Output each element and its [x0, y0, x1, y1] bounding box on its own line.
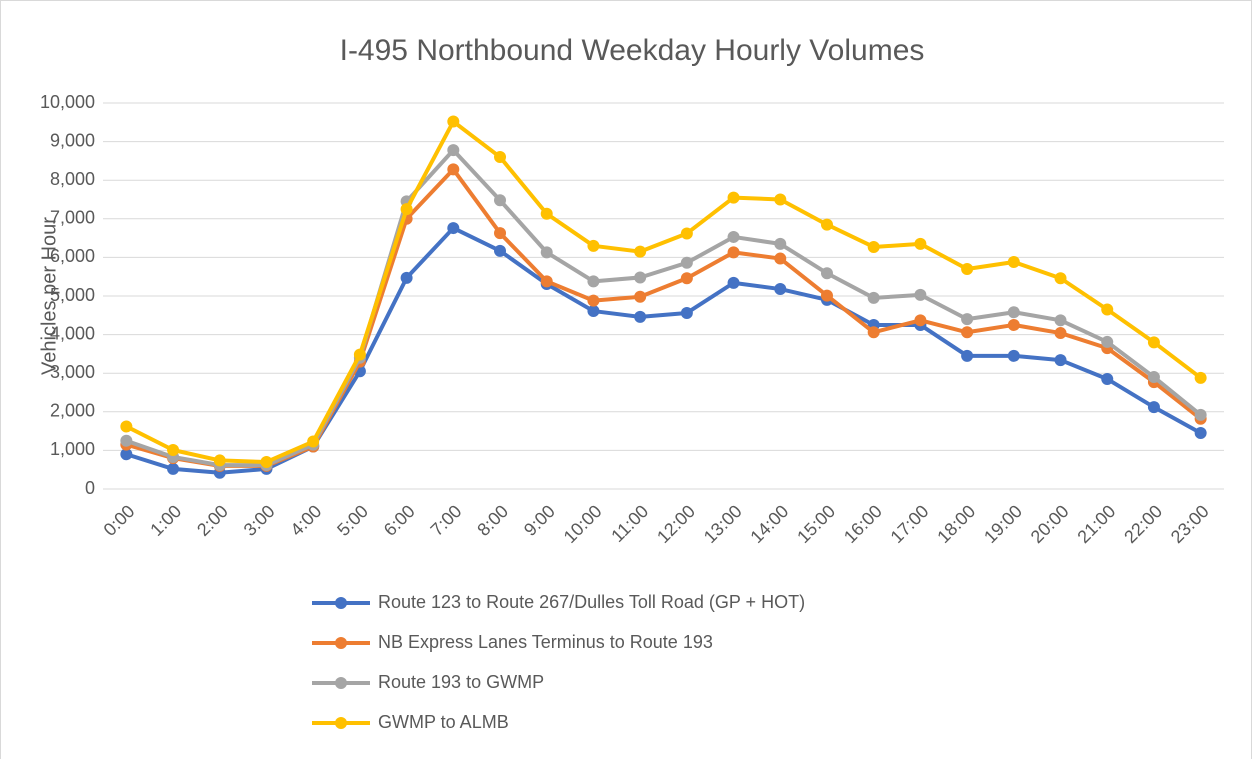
y-tick-label: 6,000 — [50, 246, 95, 266]
marker — [1007, 256, 1020, 269]
marker — [914, 237, 927, 250]
y-tick-label: 9,000 — [50, 130, 95, 150]
marker — [634, 245, 647, 258]
y-tick-label: 7,000 — [50, 208, 95, 228]
marker — [1101, 303, 1114, 316]
marker — [1007, 349, 1020, 362]
marker — [307, 435, 320, 448]
marker — [1101, 335, 1114, 348]
marker — [1194, 427, 1207, 440]
legend-label: Route 123 to Route 267/Dulles Toll Road … — [378, 592, 805, 612]
marker — [1054, 327, 1067, 340]
legend-label: Route 193 to GWMP — [378, 672, 544, 692]
marker — [727, 230, 740, 243]
legend-marker — [335, 637, 347, 649]
marker — [1147, 336, 1160, 349]
legend-marker — [335, 597, 347, 609]
marker — [634, 271, 647, 284]
marker — [867, 240, 880, 253]
marker — [540, 275, 553, 288]
marker — [961, 326, 974, 339]
marker — [961, 349, 974, 362]
y-tick-label: 4,000 — [50, 323, 95, 343]
marker — [727, 246, 740, 259]
marker — [820, 289, 833, 302]
series-line — [125, 119, 1202, 464]
marker — [961, 262, 974, 275]
marker — [914, 288, 927, 301]
marker — [1054, 314, 1067, 327]
marker — [914, 314, 927, 327]
y-tick-label: 1,000 — [50, 439, 95, 459]
legend-marker — [335, 717, 347, 729]
marker — [587, 275, 600, 288]
marker — [680, 306, 693, 319]
marker — [634, 310, 647, 323]
marker — [447, 115, 460, 128]
marker — [820, 218, 833, 231]
marker — [774, 283, 787, 296]
legend-marker — [335, 677, 347, 689]
marker — [1147, 401, 1160, 414]
y-tick-label: 10,000 — [40, 92, 95, 112]
marker — [1101, 372, 1114, 385]
marker — [1147, 371, 1160, 384]
y-tick-label: 8,000 — [50, 169, 95, 189]
marker — [1194, 408, 1207, 421]
marker — [353, 348, 366, 361]
marker — [820, 267, 833, 280]
series-line — [125, 148, 1202, 468]
marker — [634, 290, 647, 303]
marker — [1194, 371, 1207, 384]
marker — [1007, 318, 1020, 331]
marker — [260, 455, 273, 468]
marker — [494, 151, 507, 164]
marker — [727, 276, 740, 289]
marker — [587, 239, 600, 252]
marker — [680, 272, 693, 285]
legend-label: NB Express Lanes Terminus to Route 193 — [378, 632, 713, 652]
marker — [213, 454, 226, 467]
marker — [774, 193, 787, 206]
y-tick-label: 3,000 — [50, 362, 95, 382]
marker — [540, 207, 553, 220]
marker — [1054, 354, 1067, 367]
marker — [494, 227, 507, 240]
marker — [494, 244, 507, 257]
marker — [400, 271, 413, 284]
marker — [587, 305, 600, 318]
marker — [1054, 272, 1067, 285]
marker — [1007, 306, 1020, 319]
marker — [867, 326, 880, 339]
marker — [587, 294, 600, 307]
marker — [494, 194, 507, 207]
y-tick-label: 0 — [85, 478, 95, 498]
y-tick-label: 5,000 — [50, 285, 95, 305]
marker — [447, 163, 460, 176]
legend-label: GWMP to ALMB — [378, 712, 509, 732]
marker — [867, 291, 880, 304]
marker — [727, 191, 740, 204]
marker — [400, 203, 413, 216]
y-axis-label: Vehicles per Hour — [38, 217, 60, 375]
marker — [680, 256, 693, 269]
marker — [167, 444, 180, 457]
marker — [680, 227, 693, 240]
marker — [447, 144, 460, 157]
marker — [774, 252, 787, 265]
marker — [540, 246, 553, 259]
marker — [120, 434, 133, 447]
y-tick-label: 2,000 — [50, 401, 95, 421]
chart-title: I-495 Northbound Weekday Hourly Volumes — [340, 34, 925, 67]
marker — [447, 222, 460, 235]
marker — [167, 462, 180, 475]
marker — [774, 237, 787, 250]
marker — [120, 448, 133, 461]
marker — [961, 313, 974, 326]
marker — [120, 420, 133, 433]
